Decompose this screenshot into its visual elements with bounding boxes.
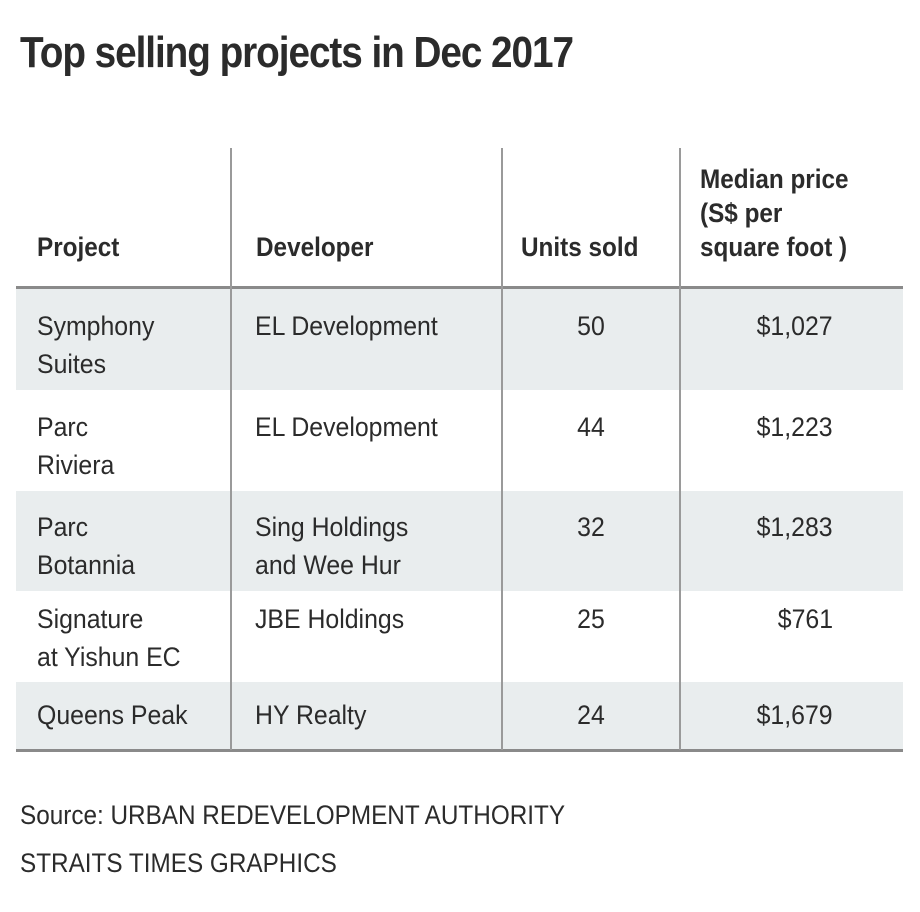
project-cell: Parc Botannia <box>37 508 135 584</box>
source-note: Source: URBAN REDEVELOPMENT AUTHORITY <box>20 800 566 830</box>
developer-cell-line: JBE Holdings <box>255 604 405 634</box>
header-developer: Developer <box>256 232 374 262</box>
header-units-sold: Units sold <box>521 232 639 262</box>
median-price-cell: $1,027 <box>757 311 833 341</box>
graphics-credit: STRAITS TIMES GRAPHICS <box>20 848 337 878</box>
column-divider <box>501 148 503 750</box>
project-cell: Queens Peak <box>37 696 188 734</box>
developer-cell: JBE Holdings <box>255 600 404 638</box>
project-cell: Parc Riviera <box>37 408 114 484</box>
header-median-price-line2: (S$ per <box>700 198 783 228</box>
project-cell: Symphony Suites <box>37 307 154 383</box>
table-row: Queens Peak HY Realty 24 $1,679 <box>16 682 903 749</box>
project-cell-line: Queens Peak <box>37 700 188 730</box>
header-median-price-line3: square foot ) <box>700 232 848 262</box>
median-price-cell: $1,283 <box>757 512 833 542</box>
data-table: Project Developer Units sold Median pric… <box>16 148 903 752</box>
table-body: Symphony Suites EL Development 50 $1,027 Parc… <box>16 289 903 752</box>
developer-cell: EL Development <box>255 408 438 446</box>
table-row: Parc Botannia Sing Holdings and Wee Hur 32 $1… <box>16 491 903 591</box>
column-divider <box>230 148 232 750</box>
developer-cell-line: Sing Holdings <box>255 512 409 542</box>
project-cell-line: Botannia <box>37 550 136 580</box>
header-project: Project <box>37 232 120 262</box>
developer-cell-line: HY Realty <box>255 700 367 730</box>
developer-cell-line: and Wee Hur <box>255 550 401 580</box>
units-sold-cell: 50 <box>577 311 605 341</box>
median-price-cell: $761 <box>777 604 833 634</box>
project-cell-line: Riviera <box>37 450 115 480</box>
median-price-cell: $1,679 <box>757 700 833 730</box>
project-cell-line: Parc <box>37 412 89 442</box>
developer-cell: EL Development <box>255 307 438 345</box>
developer-cell: Sing Holdings and Wee Hur <box>255 508 408 584</box>
table-row: Parc Riviera EL Development 44 $1,223 <box>16 390 903 491</box>
units-sold-cell: 44 <box>577 412 605 442</box>
project-cell-line: Signature <box>37 604 144 634</box>
header-median-price-line1: Median price <box>700 164 849 194</box>
developer-cell: HY Realty <box>255 696 366 734</box>
developer-cell-line: EL Development <box>255 311 438 341</box>
chart-title: Top selling projects in Dec 2017 <box>20 28 574 77</box>
developer-cell-line: EL Development <box>255 412 438 442</box>
units-sold-cell: 32 <box>577 512 605 542</box>
table-row: Symphony Suites EL Development 50 $1,027 <box>16 289 903 390</box>
project-cell-line: at Yishun EC <box>37 642 181 672</box>
column-divider <box>679 148 681 750</box>
table-header: Project Developer Units sold Median pric… <box>16 148 903 289</box>
header-median-price: Median price (S$ per square foot ) <box>700 162 849 264</box>
units-sold-cell: 24 <box>577 700 605 730</box>
project-cell-line: Symphony <box>37 311 155 341</box>
project-cell-line: Suites <box>37 349 107 379</box>
units-sold-cell: 25 <box>577 604 605 634</box>
median-price-cell: $1,223 <box>757 412 833 442</box>
project-cell-line: Parc <box>37 512 89 542</box>
table-row: Signature at Yishun EC JBE Holdings 25 $761 <box>16 591 903 682</box>
project-cell: Signature at Yishun EC <box>37 600 181 676</box>
